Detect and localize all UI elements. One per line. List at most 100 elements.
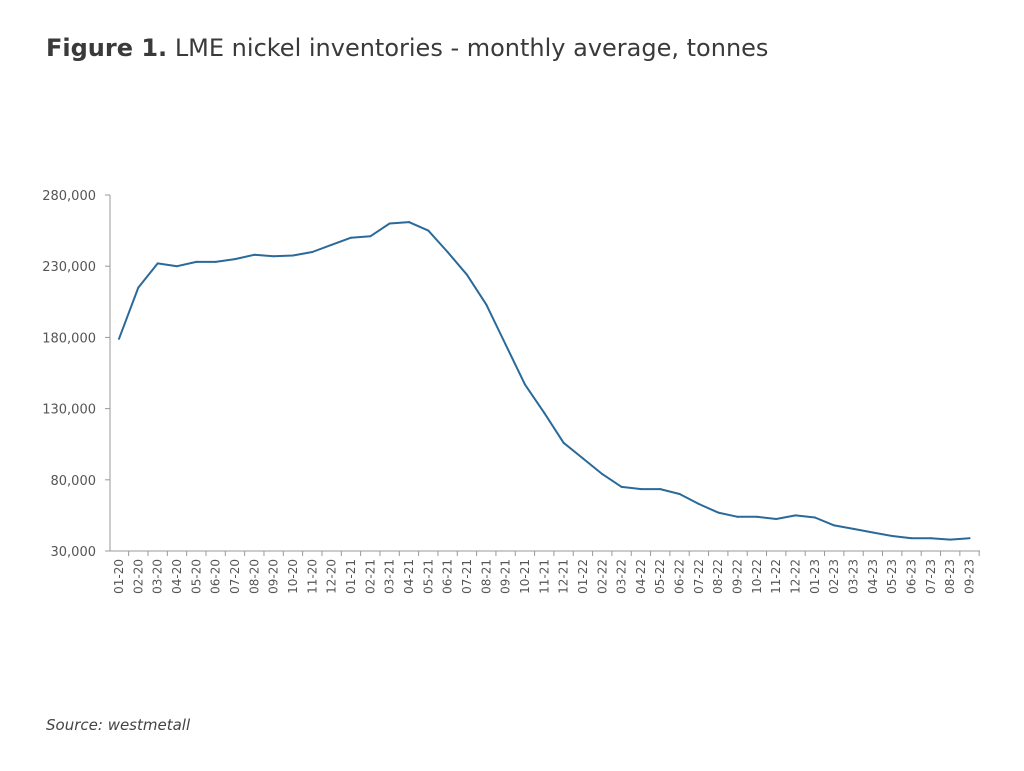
x-tick-label: 02-23 (827, 559, 841, 594)
x-tick-label: 07-21 (460, 559, 474, 594)
x-tick-label: 04-21 (402, 559, 416, 594)
data-point (118, 337, 120, 340)
x-tick-label: 11-21 (537, 559, 551, 594)
data-point (581, 457, 584, 460)
x-tick-label: 03-22 (615, 559, 629, 594)
x-tick-label: 09-22 (731, 559, 745, 594)
x-tick-label: 03-21 (383, 559, 397, 594)
x-tick-label: 02-21 (363, 559, 377, 594)
y-tick-label: 180,000 (42, 331, 96, 346)
x-tick-label: 01-23 (808, 559, 822, 594)
data-point (253, 253, 256, 256)
x-tick-label: 04-20 (170, 559, 184, 594)
x-tick-label: 04-22 (634, 559, 648, 594)
data-point (485, 303, 488, 306)
x-tick-label: 05-21 (421, 559, 435, 594)
x-tick-label: 06-21 (441, 559, 455, 594)
series-line-inventories (118, 221, 970, 541)
data-point (929, 537, 932, 540)
x-tick-label: 12-21 (557, 559, 571, 594)
data-point (523, 383, 526, 386)
data-point (543, 411, 546, 414)
data-point (156, 262, 159, 265)
data-point (369, 235, 372, 238)
data-point (736, 515, 739, 518)
x-tick-label: 09-21 (499, 559, 513, 594)
x-tick-label: 11-20 (305, 559, 319, 594)
x-tick-label: 05-20 (189, 559, 203, 594)
data-point (968, 537, 971, 540)
data-point (775, 517, 778, 520)
x-tick-label: 06-23 (905, 559, 919, 594)
data-point (233, 258, 236, 261)
data-point (871, 531, 874, 534)
x-tick-label: 01-21 (344, 559, 358, 594)
x-tick-label: 10-20 (286, 559, 300, 594)
data-point (813, 516, 816, 519)
data-point (427, 229, 430, 232)
x-tick-label: 10-21 (518, 559, 532, 594)
data-point (388, 222, 391, 225)
x-tick-label: 04-23 (866, 559, 880, 594)
x-tick-label: 03-20 (151, 559, 165, 594)
figure-label: Figure 1. (46, 34, 168, 62)
source-note: Source: westmetall (46, 716, 190, 734)
data-point (755, 515, 758, 518)
figure-title-text: LME nickel inventories - monthly average… (174, 34, 769, 62)
data-point (446, 250, 449, 253)
data-point (349, 236, 352, 239)
source-text: westmetall (107, 716, 191, 734)
plot-area (118, 221, 971, 541)
x-tick-label: 05-22 (653, 559, 667, 594)
data-point (330, 243, 333, 246)
y-tick-label: 80,000 (51, 474, 97, 489)
data-point (504, 343, 507, 346)
x-tick-label: 06-20 (209, 559, 223, 594)
data-point (794, 514, 797, 517)
y-tick-label: 280,000 (42, 189, 96, 204)
x-tick-label: 08-22 (711, 559, 725, 594)
x-tick-label: 09-23 (963, 559, 977, 594)
x-tick-label: 08-23 (943, 559, 957, 594)
figure-title: Figure 1. LME nickel inventories - month… (46, 34, 768, 62)
data-point (659, 488, 662, 491)
data-point (175, 265, 178, 268)
x-axis: 01-20 02-20 03-20 04-20 05-20 06-20 07-20 08-20… (110, 550, 980, 594)
x-tick-label: 06-22 (673, 559, 687, 594)
y-tick-label: 30,000 (51, 545, 97, 560)
data-point (639, 488, 642, 491)
y-axis: 30,000 80,000 130,000 180,000 230,000 280,000 (42, 189, 111, 560)
data-point (949, 538, 952, 541)
x-tick-label: 10-22 (750, 559, 764, 594)
data-point (214, 260, 217, 263)
x-tick-label: 12-20 (325, 559, 339, 594)
x-tick-label: 09-20 (267, 559, 281, 594)
data-point (678, 493, 681, 496)
x-tick-label: 07-23 (924, 559, 938, 594)
data-point (137, 286, 140, 289)
data-point (717, 511, 720, 514)
x-tick-label: 07-22 (692, 559, 706, 594)
y-tick-label: 230,000 (42, 260, 96, 275)
data-point (311, 250, 314, 253)
data-point (465, 273, 468, 276)
data-point (910, 537, 913, 540)
x-tick-label: 08-20 (247, 559, 261, 594)
source-label: Source: (46, 716, 103, 734)
data-point (852, 527, 855, 530)
data-point (272, 255, 275, 258)
y-tick-label: 130,000 (42, 403, 96, 418)
x-tick-label: 02-22 (595, 559, 609, 594)
x-tick-label: 07-20 (228, 559, 242, 594)
x-tick-label: 02-20 (131, 559, 145, 594)
data-point (601, 473, 604, 476)
x-tick-label: 01-20 (112, 559, 126, 594)
data-point (891, 535, 894, 538)
data-point (407, 221, 410, 224)
data-point (620, 485, 623, 488)
x-tick-label: 01-22 (576, 559, 590, 594)
data-point (833, 524, 836, 527)
data-point (697, 503, 700, 506)
data-point (562, 441, 565, 444)
